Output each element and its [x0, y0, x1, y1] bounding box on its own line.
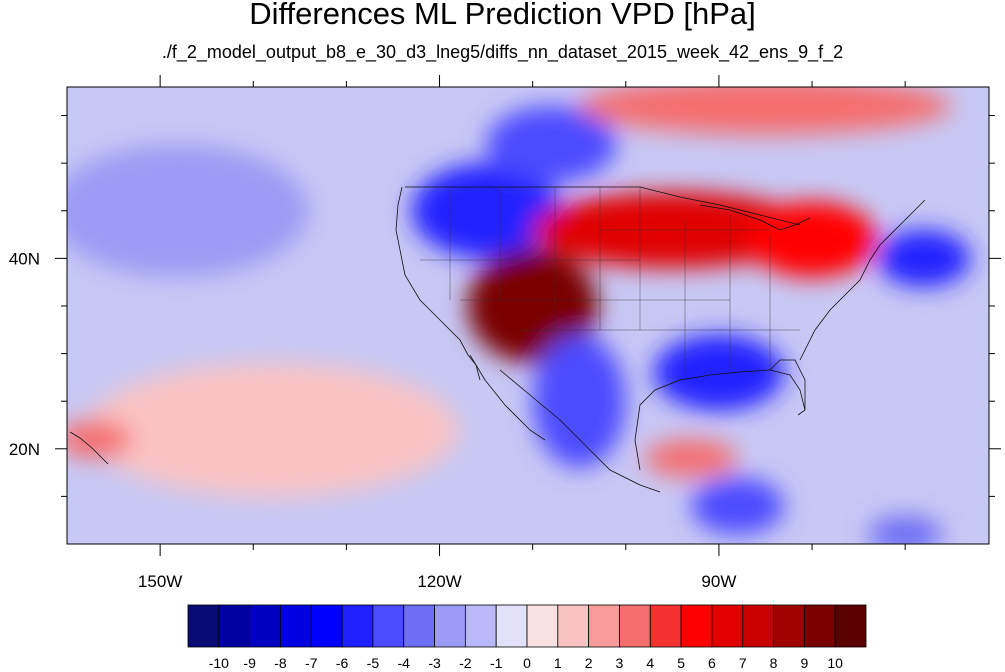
field-region-caribbean-negative: [867, 515, 943, 544]
us-west-coast: [395, 186, 481, 381]
field-region-pacific-positive: [85, 363, 459, 497]
field-region-hawaii-positive: [67, 420, 133, 459]
gulf-coast: [634, 369, 806, 471]
field-region-atlantic-negative: [877, 229, 971, 287]
colorbar-label: 5: [677, 655, 685, 671]
colorbar-swatch: [187, 604, 220, 648]
map-frame: [66, 86, 990, 545]
florida: [769, 359, 806, 416]
us-east-coast: [799, 199, 926, 361]
field-region-mexico-east-positive: [644, 439, 738, 478]
field-region-mexico-negative: [532, 334, 626, 468]
lat-tick-label: 40N: [9, 249, 40, 268]
baja-coast: [469, 354, 546, 441]
colorbar-label: -3: [428, 655, 441, 671]
colorbar-swatch: [526, 604, 559, 648]
colorbar-label: 0: [523, 655, 531, 671]
lat-tick-label: 20N: [9, 440, 40, 459]
colorbar-label: -6: [336, 655, 349, 671]
colorbar-label: 3: [616, 655, 624, 671]
colorbar-swatch: [557, 604, 590, 648]
field-region-northeast-positive: [746, 201, 878, 278]
colorbar-label: 9: [800, 655, 808, 671]
colorbar-label: -10: [209, 655, 229, 671]
colorbar-swatch: [218, 604, 251, 648]
field-region-canada-negative: [486, 106, 617, 183]
colorbar-label: 10: [827, 655, 843, 671]
lon-tick-label: 150W: [138, 572, 182, 591]
colorbar-label: -4: [398, 655, 411, 671]
chart-subtitle: ./f_2_model_output_b8_e_30_d3_lneg5/diff…: [161, 42, 844, 62]
colorbar-swatch: [249, 604, 281, 648]
colorbar-swatch: [773, 604, 805, 648]
axis-ticks: 150W 120W 90W 20N 40N: [9, 75, 1001, 591]
colorbar-swatch: [495, 604, 528, 648]
hawaii: [69, 431, 109, 465]
great-lakes: [699, 204, 811, 231]
colorbar-swatch: [588, 604, 620, 648]
colorbar-label: -1: [490, 655, 503, 671]
colorbar-swatch: [834, 604, 867, 648]
lon-tick-label: 120W: [417, 572, 461, 591]
colorbar-label: -2: [459, 655, 472, 671]
colorbar-label: -8: [274, 655, 287, 671]
colorbar-swatch: [680, 604, 713, 648]
us-canada-border: [405, 186, 801, 226]
colorbar: -10 -9 -8 -7 -6 -5 -4 -3 -2 -1 0 1 2 3 4 5 6 7 8 9 10: [187, 604, 867, 671]
colorbar-label: 1: [554, 655, 562, 671]
colorbar-label: -5: [367, 655, 380, 671]
coastlines: [69, 186, 926, 493]
field-region-arctic-positive: [579, 87, 952, 135]
field-region-central-america-negative: [690, 477, 785, 535]
mexico-west-coast: [499, 369, 661, 493]
colorbar-swatch: [280, 604, 312, 648]
colorbar-swatch: [649, 604, 682, 648]
colorbar-label: -9: [243, 655, 256, 671]
colorbar-label: -7: [305, 655, 318, 671]
colorbar-swatch: [711, 604, 744, 648]
field-region-gulf-negative: [653, 334, 785, 411]
colorbar-label: 7: [739, 655, 747, 671]
colorbar-label: 6: [708, 655, 716, 671]
colorbar-swatch: [372, 604, 405, 648]
colorbar-swatch: [434, 604, 466, 648]
lon-tick-label: 90W: [701, 572, 736, 591]
colorbar-swatch: [619, 604, 651, 648]
colorbar-swatch: [403, 604, 435, 648]
chart-title: Differences ML Prediction VPD [hPa]: [249, 0, 756, 31]
colorbar-swatch: [310, 604, 343, 648]
colorbar-label: 8: [770, 655, 778, 671]
field-region-west-pacific-negative: [67, 144, 310, 278]
colorbar-swatch: [464, 604, 497, 648]
state-borders: [420, 187, 800, 375]
map-plot-area: [67, 87, 989, 544]
colorbar-label: 4: [646, 655, 654, 671]
colorbar-label: 2: [585, 655, 593, 671]
state-border-lines: [420, 187, 800, 375]
colorbar-swatch: [742, 604, 774, 648]
colorbar-swatch: [341, 604, 374, 648]
colorbar-swatch: [803, 604, 836, 648]
